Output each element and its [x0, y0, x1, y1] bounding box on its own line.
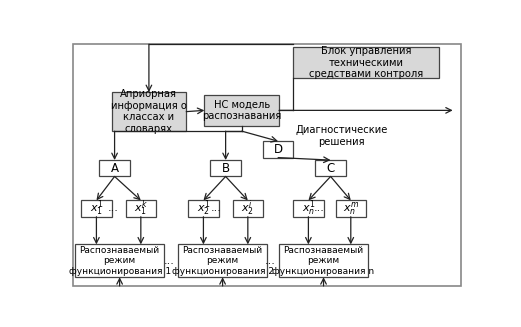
Text: A: A — [110, 162, 119, 175]
FancyBboxPatch shape — [204, 95, 279, 126]
FancyBboxPatch shape — [73, 44, 461, 286]
FancyBboxPatch shape — [111, 92, 187, 131]
Text: ...: ... — [164, 256, 175, 266]
Text: НС модель
распознавания: НС модель распознавания — [202, 99, 281, 121]
FancyBboxPatch shape — [188, 200, 219, 217]
Text: C: C — [327, 162, 334, 175]
Text: ...: ... — [265, 256, 276, 266]
Text: Распознаваемый
режим
функционирования 1: Распознаваемый режим функционирования 1 — [69, 246, 171, 276]
FancyBboxPatch shape — [100, 160, 130, 177]
Text: $x_2^i$: $x_2^i$ — [241, 199, 254, 218]
Text: D: D — [274, 143, 283, 156]
FancyBboxPatch shape — [293, 47, 439, 78]
Text: ...: ... — [211, 203, 222, 214]
Text: ...: ... — [108, 203, 119, 214]
FancyBboxPatch shape — [75, 245, 164, 277]
Text: Распознаваемый
режим
функционирования 2: Распознаваемый режим функционирования 2 — [171, 246, 274, 276]
FancyBboxPatch shape — [178, 245, 267, 277]
Text: $x_n^m$: $x_n^m$ — [343, 200, 359, 217]
FancyBboxPatch shape — [210, 160, 241, 177]
Text: $x_n^1$: $x_n^1$ — [302, 199, 315, 218]
Text: $x_2^1$: $x_2^1$ — [196, 199, 210, 218]
FancyBboxPatch shape — [336, 200, 366, 217]
FancyBboxPatch shape — [126, 200, 156, 217]
FancyBboxPatch shape — [279, 245, 368, 277]
FancyBboxPatch shape — [233, 200, 263, 217]
FancyBboxPatch shape — [293, 200, 324, 217]
Text: Диагностические
решения: Диагностические решения — [295, 125, 388, 147]
Text: Блок управления
техническими
средствами контроля: Блок управления техническими средствами … — [309, 46, 423, 79]
Text: $x_1^k$: $x_1^k$ — [134, 199, 148, 218]
Text: $x_1^1$: $x_1^1$ — [90, 199, 103, 218]
Text: B: B — [221, 162, 230, 175]
FancyBboxPatch shape — [316, 160, 346, 177]
Text: Распознаваемый
режим
функционирования n: Распознаваемый режим функционирования n — [272, 246, 375, 276]
FancyBboxPatch shape — [81, 200, 111, 217]
Text: ...: ... — [313, 203, 324, 214]
FancyBboxPatch shape — [263, 141, 293, 158]
Text: Априорная
информация о
классах и
словарях: Априорная информация о классах и словаря… — [111, 89, 187, 134]
